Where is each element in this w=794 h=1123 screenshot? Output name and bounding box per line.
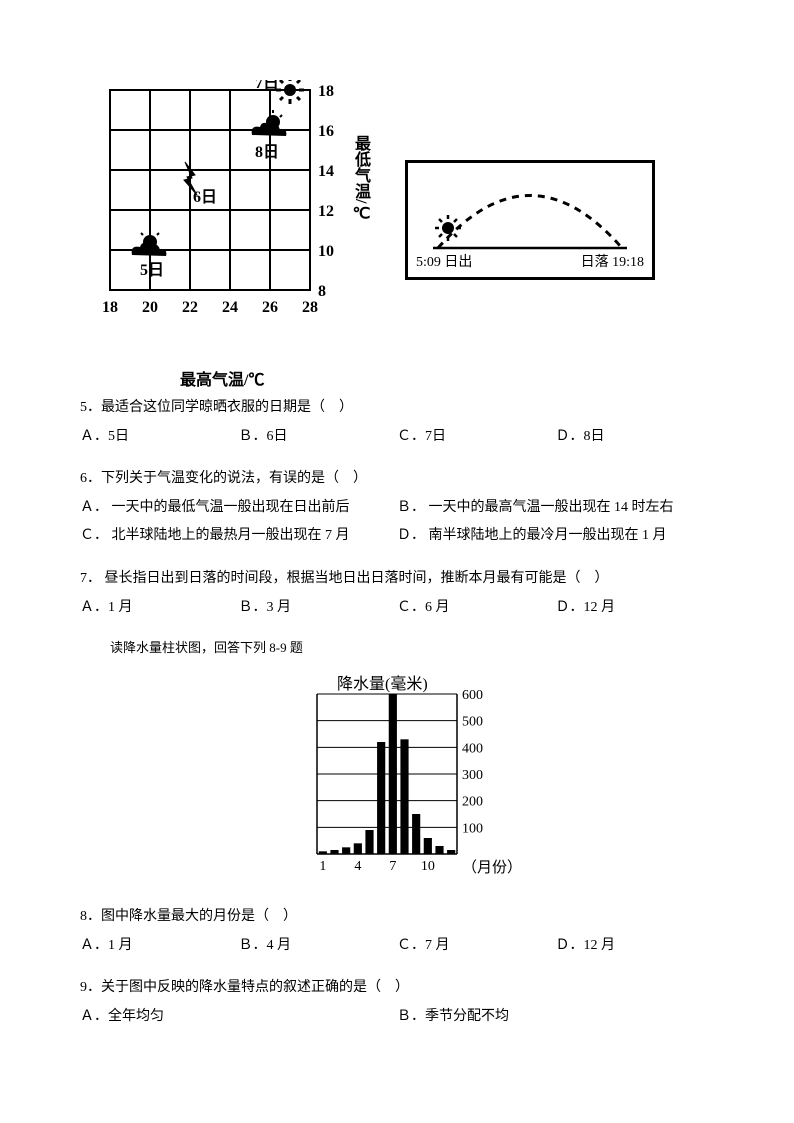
sunset-time: 19:18 <box>612 255 644 270</box>
q8-opt-b[interactable]: Ｂ．4 月 <box>239 933 398 960</box>
q8-opt-c[interactable]: Ｃ．7 月 <box>397 933 556 960</box>
q6-opt-c[interactable]: Ｃ． 北半球陆地上的最热月一般出现在 7 月 <box>80 523 397 550</box>
svg-text:5日: 5日 <box>140 261 164 279</box>
q7-opt-b[interactable]: Ｂ．3 月 <box>239 595 398 622</box>
instruction-8-9: 读降水量柱状图，回答下列 8-9 题 <box>80 637 714 656</box>
q7-opt-d[interactable]: Ｄ．12 月 <box>556 595 715 622</box>
sunrise-time: 5:09 <box>416 255 441 270</box>
question-9: 9．关于图中反映的降水量特点的叙述正确的是（ ） Ａ．全年均匀 Ｂ．季节分配不均 <box>80 975 714 1030</box>
svg-text:28: 28 <box>302 299 318 316</box>
svg-text:100: 100 <box>462 821 483 836</box>
svg-text:500: 500 <box>462 715 483 730</box>
q8-opt-d[interactable]: Ｄ．12 月 <box>556 933 715 960</box>
q8-opt-a[interactable]: Ａ．1 月 <box>80 933 239 960</box>
q6-stem: 6．下列关于气温变化的说法，有误的是（ ） <box>80 466 714 493</box>
svg-text:6日: 6日 <box>193 188 217 206</box>
precip-chart: 降水量(毫米) 100 200 300 400 500 600 1 4 7 10 （月份） <box>282 674 512 884</box>
q9-opt-a[interactable]: Ａ．全年均匀 <box>80 1004 397 1031</box>
svg-text:22: 22 <box>182 299 198 316</box>
svg-text:10: 10 <box>318 243 334 260</box>
question-8: 8．图中降水量最大的月份是（ ） Ａ．1 月 Ｂ．4 月 Ｃ．7 月 Ｄ．12 … <box>80 904 714 959</box>
svg-text:18: 18 <box>318 83 334 100</box>
q5-opt-b[interactable]: Ｂ．6日 <box>239 424 398 451</box>
svg-text:8: 8 <box>318 283 326 300</box>
svg-text:16: 16 <box>318 123 334 140</box>
q7-opt-c[interactable]: Ｃ．6 月 <box>397 595 556 622</box>
q8-stem: 8．图中降水量最大的月份是（ ） <box>80 904 714 931</box>
q5-opt-c[interactable]: Ｃ．7日 <box>397 424 556 451</box>
q7-stem: 7． 昼长指日出到日落的时间段，根据当地日出日落时间，推断本月最有可能是（ ） <box>80 566 714 593</box>
svg-text:4: 4 <box>354 859 361 874</box>
svg-text:7日: 7日 <box>255 80 279 92</box>
svg-text:26: 26 <box>262 299 278 316</box>
sunrise-label: 日出 <box>444 255 472 270</box>
svg-text:200: 200 <box>462 795 483 810</box>
svg-text:18: 18 <box>102 299 118 316</box>
weather-ylabel: 最低气温/℃ <box>348 135 372 222</box>
q5-stem: 5．最适合这位同学晾晒衣服的日期是（ ） <box>80 395 714 422</box>
question-7: 7． 昼长指日出到日落的时间段，根据当地日出日落时间，推断本月最有可能是（ ） … <box>80 566 714 621</box>
q6-opt-b[interactable]: Ｂ． 一天中的最高气温一般出现在 14 时左右 <box>397 495 714 522</box>
svg-text:7: 7 <box>389 859 396 874</box>
svg-text:（月份）: （月份） <box>462 859 512 876</box>
question-6: 6．下列关于气温变化的说法，有误的是（ ） Ａ． 一天中的最低气温一般出现在日出… <box>80 466 714 550</box>
sunrise-box: 5:09 日出 日落 19:18 <box>405 160 655 280</box>
svg-text:1: 1 <box>319 859 326 874</box>
svg-text:20: 20 <box>142 299 158 316</box>
precip-title: 降水量(毫米) <box>337 674 428 693</box>
svg-text:10: 10 <box>421 859 435 874</box>
svg-text:14: 14 <box>318 163 334 180</box>
svg-text:8日: 8日 <box>255 143 279 161</box>
svg-text:24: 24 <box>222 299 238 316</box>
q9-stem: 9．关于图中反映的降水量特点的叙述正确的是（ ） <box>80 975 714 1002</box>
weather-chart: 18 16 14 12 10 8 18 20 22 24 26 28 <box>100 80 375 370</box>
q6-opt-a[interactable]: Ａ． 一天中的最低气温一般出现在日出前后 <box>80 495 397 522</box>
sunset-label: 日落 <box>581 255 609 270</box>
svg-text:12: 12 <box>318 203 334 220</box>
weather-xlabel: 最高气温/℃ <box>180 366 264 390</box>
figures-row: 18 16 14 12 10 8 18 20 22 24 26 28 <box>80 80 714 370</box>
q7-opt-a[interactable]: Ａ．1 月 <box>80 595 239 622</box>
q9-opt-b[interactable]: Ｂ．季节分配不均 <box>397 1004 714 1031</box>
svg-text:600: 600 <box>462 688 483 703</box>
q6-opt-d[interactable]: Ｄ． 南半球陆地上的最冷月一般出现在 1 月 <box>397 523 714 550</box>
q5-opt-d[interactable]: Ｄ．8日 <box>556 424 715 451</box>
svg-text:400: 400 <box>462 741 483 756</box>
question-5: 5．最适合这位同学晾晒衣服的日期是（ ） Ａ．5日 Ｂ．6日 Ｃ．7日 Ｄ．8日 <box>80 395 714 450</box>
q5-opt-a[interactable]: Ａ．5日 <box>80 424 239 451</box>
svg-text:300: 300 <box>462 768 483 783</box>
